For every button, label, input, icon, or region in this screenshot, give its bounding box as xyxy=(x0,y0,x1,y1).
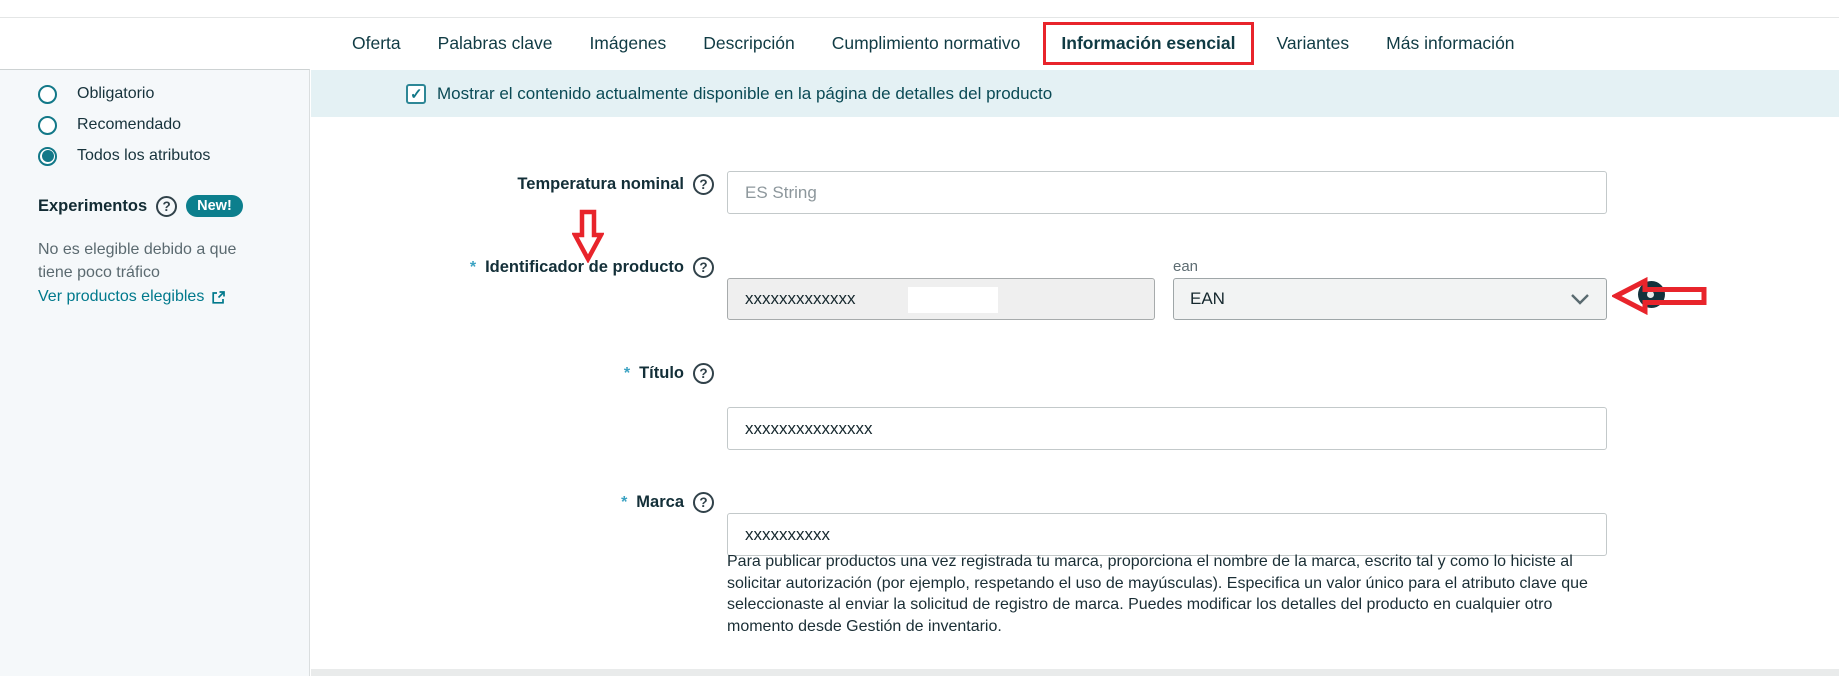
help-icon[interactable] xyxy=(693,174,714,195)
attribute-filter-sidebar: Obligatorio Recomendado Todos los atribu… xyxy=(0,69,310,676)
field-label: Identificador de producto xyxy=(485,258,684,276)
radio-todos-los-atributos[interactable]: Todos los atributos xyxy=(38,143,210,169)
help-icon[interactable] xyxy=(693,257,714,278)
temperatura-nominal-input[interactable] xyxy=(727,171,1607,214)
radio-label: Recomendado xyxy=(77,116,182,133)
bottom-section-divider xyxy=(311,669,1839,676)
tab-oferta[interactable]: Oferta xyxy=(352,33,401,53)
help-icon[interactable] xyxy=(693,492,714,513)
ean-type-label: ean xyxy=(1173,258,1199,275)
radio-obligatorio[interactable]: Obligatorio xyxy=(38,81,210,107)
radio-label: Todos los atributos xyxy=(77,147,211,164)
redaction-patch xyxy=(908,287,998,313)
show-content-checkbox[interactable] xyxy=(406,83,426,104)
external-link-icon xyxy=(212,290,226,304)
tab-informacion-esencial[interactable]: Información esencial xyxy=(1061,33,1236,53)
help-icon[interactable] xyxy=(156,195,178,217)
product-edit-tabbar: Oferta Palabras clave Imágenes Descripci… xyxy=(0,18,1839,81)
titulo-input[interactable] xyxy=(727,407,1607,450)
required-marker: * xyxy=(621,493,628,511)
radio-recomendado[interactable]: Recomendado xyxy=(38,112,210,138)
ean-select[interactable]: EAN xyxy=(1173,278,1607,320)
new-badge: New! xyxy=(186,195,243,217)
help-icon[interactable] xyxy=(693,363,714,384)
radio-selected-icon[interactable] xyxy=(38,146,57,166)
marca-help-text: Para publicar productos una vez registra… xyxy=(727,553,1588,635)
attribute-filter-radio-group: Obligatorio Recomendado Todos los atribu… xyxy=(38,81,210,174)
chevron-down-icon xyxy=(1571,294,1589,305)
identificador-input[interactable] xyxy=(727,278,1155,320)
field-label: Temperatura nominal xyxy=(517,175,684,193)
top-divider xyxy=(0,17,1839,18)
identificador-label-row: * Identificador de producto xyxy=(470,257,714,278)
required-marker: * xyxy=(623,364,631,382)
required-marker: * xyxy=(469,258,477,276)
show-live-content-banner: Mostrar el contenido actualmente disponi… xyxy=(311,70,1839,117)
tab-mas-informacion[interactable]: Más información xyxy=(1386,33,1515,53)
link-label: Ver productos elegibles xyxy=(38,288,205,305)
experiments-header: Experimentos New! xyxy=(38,195,243,217)
radio-icon[interactable] xyxy=(38,115,57,135)
marca-label-row: * Marca xyxy=(621,492,714,513)
annotation-red-box-active-tab: Información esencial xyxy=(1043,22,1254,81)
titulo-label-row: * Título xyxy=(624,363,714,384)
field-label: Marca xyxy=(636,493,684,511)
radio-icon[interactable] xyxy=(38,84,57,104)
tab-imagenes[interactable]: Imágenes xyxy=(589,33,667,53)
experiments-note: No es elegible debido a que tiene poco t… xyxy=(38,241,237,281)
ean-selected-value: EAN xyxy=(1190,289,1225,308)
tab-palabras-clave[interactable]: Palabras clave xyxy=(437,33,553,53)
tab-variantes[interactable]: Variantes xyxy=(1276,33,1350,53)
field-label: Título xyxy=(639,364,684,382)
annotation-arrow-down xyxy=(572,209,604,263)
marca-input[interactable] xyxy=(727,513,1607,556)
experiments-title: Experimentos xyxy=(38,196,148,215)
ver-productos-elegibles-link[interactable]: Ver productos elegibles xyxy=(38,288,226,306)
show-content-checkbox-label: Mostrar el contenido actualmente disponi… xyxy=(437,83,1053,103)
annotation-arrow-left xyxy=(1612,277,1707,315)
radio-label: Obligatorio xyxy=(77,85,155,102)
tab-descripcion[interactable]: Descripción xyxy=(703,33,795,53)
temperatura-nominal-label-row: Temperatura nominal xyxy=(517,174,714,195)
tab-cumplimiento-normativo[interactable]: Cumplimiento normativo xyxy=(831,33,1021,53)
